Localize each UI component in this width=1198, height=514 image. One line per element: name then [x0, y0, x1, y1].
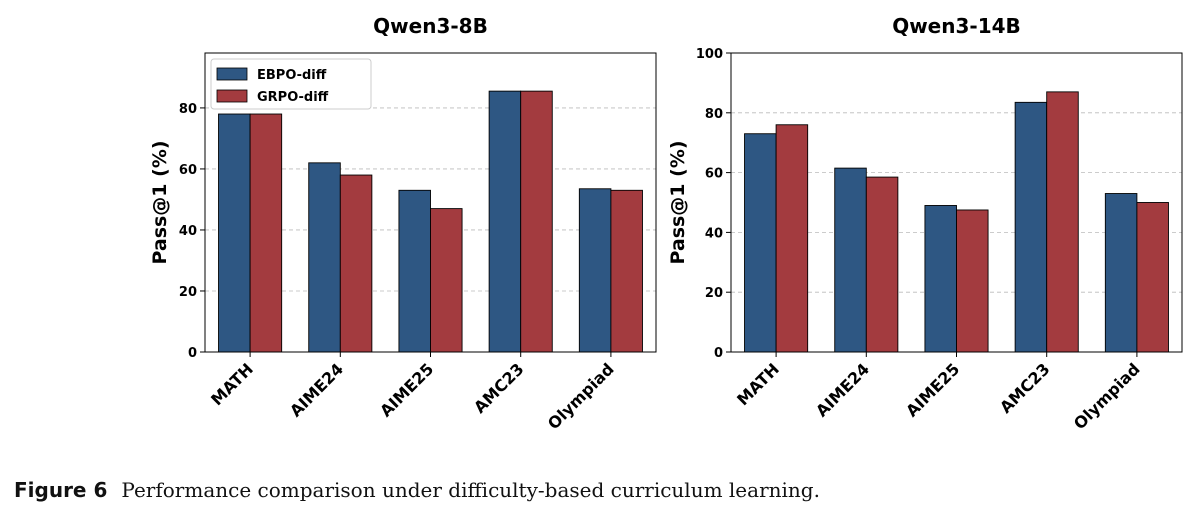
y-tick-label: 40 — [179, 224, 197, 239]
bar — [488, 90, 522, 353]
caption-label: Figure 6 — [14, 478, 108, 502]
bar — [1014, 101, 1048, 353]
chart-title: Qwen3-14B — [892, 14, 1021, 38]
bar — [398, 189, 431, 353]
plot-frame — [204, 52, 657, 353]
y-tick-label: 80 — [705, 107, 723, 122]
bar — [520, 90, 553, 353]
legend-swatch — [216, 89, 248, 103]
x-tick-label: AIME25 — [902, 359, 963, 420]
chart-title: Qwen3-8B — [373, 14, 488, 38]
bar — [834, 167, 867, 353]
legend-box — [210, 58, 372, 110]
y-tick-label: 0 — [714, 346, 723, 361]
bar — [775, 124, 809, 353]
legend-swatch — [216, 67, 248, 81]
x-tick-label: Olympiad — [1070, 359, 1144, 433]
y-tick-label: 100 — [696, 47, 723, 62]
bar — [249, 113, 283, 353]
legend-label: EBPO-diff — [257, 68, 327, 83]
bar — [744, 133, 777, 353]
bar — [578, 188, 612, 353]
bar — [924, 205, 957, 353]
bar — [1136, 202, 1169, 353]
x-tick-label: AIME24 — [812, 359, 873, 420]
x-tick-label: AIME24 — [286, 359, 347, 420]
y-tick-label: 40 — [705, 226, 723, 241]
y-axis-label: Pass@1 (%) — [667, 140, 689, 264]
y-axis-label: Pass@1 (%) — [149, 140, 171, 264]
bar — [865, 176, 899, 353]
x-tick-label: MATH — [733, 359, 783, 409]
bar — [218, 113, 251, 353]
chart-panel-qwen3-8b: 0 20 40 60 80 MATH AIME24 AIME25 AMC23 Olympiad Qw… — [149, 14, 657, 433]
plot-frame — [730, 52, 1183, 353]
y-tick-label: 20 — [705, 286, 723, 301]
bar — [1046, 91, 1079, 353]
y-tick-label: 20 — [179, 285, 197, 300]
bar — [1104, 193, 1138, 353]
bar — [308, 162, 341, 353]
y-tick-label: 0 — [188, 346, 197, 361]
x-tick-label: AIME25 — [376, 359, 437, 420]
caption-text: Performance comparison under difficulty-… — [121, 478, 820, 502]
y-tick-label: 60 — [179, 163, 197, 178]
x-tick-label: AMC23 — [996, 359, 1053, 416]
bar — [430, 208, 463, 353]
bar — [956, 209, 989, 353]
y-tick-label: 80 — [179, 102, 197, 117]
chart-panel-qwen3-14b: 0 20 40 60 80 100 MATH AIME24 AIME25 AMC23 Olympia… — [667, 14, 1183, 433]
legend-label: GRPO-diff — [257, 90, 329, 105]
x-tick-label: AMC23 — [470, 359, 527, 416]
bar — [610, 189, 643, 353]
y-tick-label: 60 — [705, 167, 723, 182]
bar — [339, 174, 373, 353]
figure-caption: Figure 6 Performance comparison under di… — [14, 478, 820, 508]
x-tick-label: MATH — [207, 359, 257, 409]
x-tick-label: Olympiad — [544, 359, 618, 433]
